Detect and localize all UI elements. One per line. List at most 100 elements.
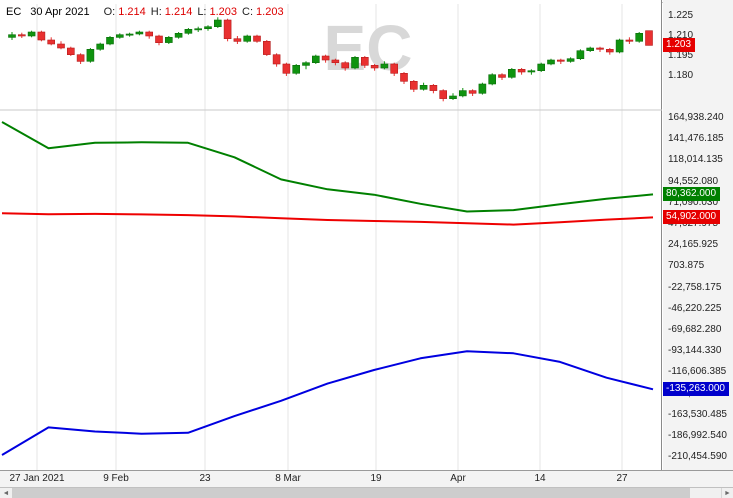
candle-body bbox=[204, 26, 212, 30]
indicator-axis-label: 703.875 bbox=[668, 260, 705, 271]
open-value: 1.214 bbox=[118, 6, 146, 18]
candle-body bbox=[67, 47, 75, 55]
date-axis-label: 19 bbox=[370, 473, 382, 484]
candle-body bbox=[292, 65, 301, 74]
candle-body bbox=[47, 39, 56, 45]
indicator-axis-label: -46,220.225 bbox=[668, 303, 722, 314]
date-axis-label: 9 Feb bbox=[103, 473, 129, 484]
date-axis-label: 27 bbox=[616, 473, 628, 484]
candle-body bbox=[223, 19, 232, 40]
candle-body bbox=[243, 35, 251, 42]
indicator-axis-label: 71,090.030 bbox=[668, 197, 719, 208]
green-line bbox=[1, 121, 654, 213]
candle-body bbox=[86, 48, 95, 62]
candle-body bbox=[498, 74, 506, 78]
candle-body bbox=[390, 63, 399, 74]
candle-body bbox=[27, 31, 36, 37]
candle-body bbox=[57, 43, 65, 49]
candle-body bbox=[165, 36, 173, 43]
date-axis-label: 27 Jan 2021 bbox=[9, 473, 65, 484]
indicator-axis-label: -116,606.385 bbox=[668, 366, 727, 377]
candle-body bbox=[547, 59, 555, 65]
candle-body bbox=[253, 35, 261, 42]
candle-body bbox=[116, 34, 124, 38]
candle-body bbox=[605, 48, 614, 53]
scrollbar-thumb[interactable] bbox=[12, 488, 690, 498]
price-axis-label: 1.225 bbox=[668, 10, 694, 21]
candle-body bbox=[174, 32, 183, 38]
price-axis-label: 1.180 bbox=[668, 70, 694, 81]
chart-title: EC 30 Apr 2021 O: 1.214 H: 1.214 L: 1.203 C: 1.20… bbox=[6, 6, 284, 18]
date-axis-label: 8 Mar bbox=[275, 473, 301, 484]
candle-body bbox=[341, 62, 350, 69]
candle-body bbox=[17, 34, 26, 37]
high-value: 1.214 bbox=[164, 6, 193, 18]
candle-body bbox=[272, 54, 281, 65]
candle-body bbox=[282, 63, 291, 74]
candle-body bbox=[468, 90, 477, 94]
candle-body bbox=[96, 43, 104, 50]
candle-body bbox=[351, 56, 359, 69]
last-value-badge: 54,902.000 bbox=[663, 210, 721, 224]
candle-body bbox=[106, 36, 114, 45]
candle-body bbox=[37, 31, 46, 41]
scroll-right-button[interactable]: ► bbox=[721, 488, 733, 498]
price-axis-label: 1.195 bbox=[668, 50, 694, 61]
candle-body bbox=[155, 35, 163, 43]
chart-canvas[interactable]: EC bbox=[0, 0, 662, 470]
date-axis-label: Apr bbox=[450, 473, 466, 484]
candle-body bbox=[400, 73, 408, 82]
horizontal-scrollbar[interactable]: ◄ ► bbox=[0, 487, 733, 498]
chart-area[interactable]: EC EC 30 Apr 2021 O: 1.214 H: 1.214 L: 1.203 C: 1… bbox=[0, 0, 662, 470]
candle-body bbox=[76, 54, 85, 62]
indicator-axis-label: -186,992.540 bbox=[668, 430, 727, 441]
candle-body bbox=[635, 32, 644, 42]
candle-body bbox=[615, 39, 624, 53]
candle-body bbox=[488, 74, 497, 85]
last-value-badge: -135,263.000 bbox=[663, 382, 729, 396]
last-value-badge: 80,362.000 bbox=[663, 187, 721, 201]
indicator-axis-label: 141,476.185 bbox=[668, 133, 724, 144]
price-axis[interactable]: 1.225 1.210 1.195 1.180 164,938.240 141,476.1… bbox=[663, 0, 733, 470]
candle-body bbox=[478, 83, 487, 94]
watermark-text: EC bbox=[324, 12, 413, 84]
candle-body bbox=[449, 95, 457, 100]
candle-body bbox=[184, 28, 193, 34]
red-line bbox=[1, 212, 654, 226]
date-axis[interactable]: 27 Jan 2021 9 Feb 23 8 Mar 19 Apr 14 27 bbox=[0, 470, 733, 487]
candle-body bbox=[507, 69, 516, 78]
candle-body bbox=[645, 30, 653, 46]
candle-body bbox=[125, 33, 134, 36]
candle-body bbox=[8, 34, 16, 38]
candle-body bbox=[380, 63, 389, 69]
candle-body bbox=[311, 55, 320, 63]
indicator-axis-label: -210,454.590 bbox=[668, 451, 727, 462]
candle-body bbox=[625, 39, 634, 42]
candle-body bbox=[566, 58, 575, 62]
symbol-label: EC bbox=[6, 6, 22, 18]
close-value: 1.203 bbox=[256, 6, 284, 18]
candle-body bbox=[194, 28, 202, 31]
candle-body bbox=[517, 69, 526, 73]
candle-body bbox=[596, 47, 604, 50]
indicator-axis-label: -163,530.485 bbox=[668, 409, 727, 420]
indicator-axis-label: 24,165.925 bbox=[668, 239, 719, 250]
candle-body bbox=[429, 85, 438, 91]
open-label: O: bbox=[103, 6, 116, 18]
candle-body bbox=[458, 90, 467, 97]
indicator-axis-label: 94,552.080 bbox=[668, 176, 719, 187]
scroll-left-button[interactable]: ◄ bbox=[0, 488, 12, 498]
candle-body bbox=[527, 70, 536, 73]
candle-body bbox=[233, 38, 242, 42]
low-label: L: bbox=[197, 6, 207, 18]
high-label: H: bbox=[150, 6, 162, 18]
candle-body bbox=[586, 47, 595, 52]
low-value: 1.203 bbox=[209, 6, 238, 18]
indicator-axis-label: -93,144.330 bbox=[668, 345, 722, 356]
candle-body bbox=[419, 85, 428, 90]
candle-body bbox=[145, 31, 153, 37]
candle-body bbox=[409, 81, 418, 90]
candle-body bbox=[262, 40, 271, 55]
close-label: C: bbox=[242, 6, 254, 18]
